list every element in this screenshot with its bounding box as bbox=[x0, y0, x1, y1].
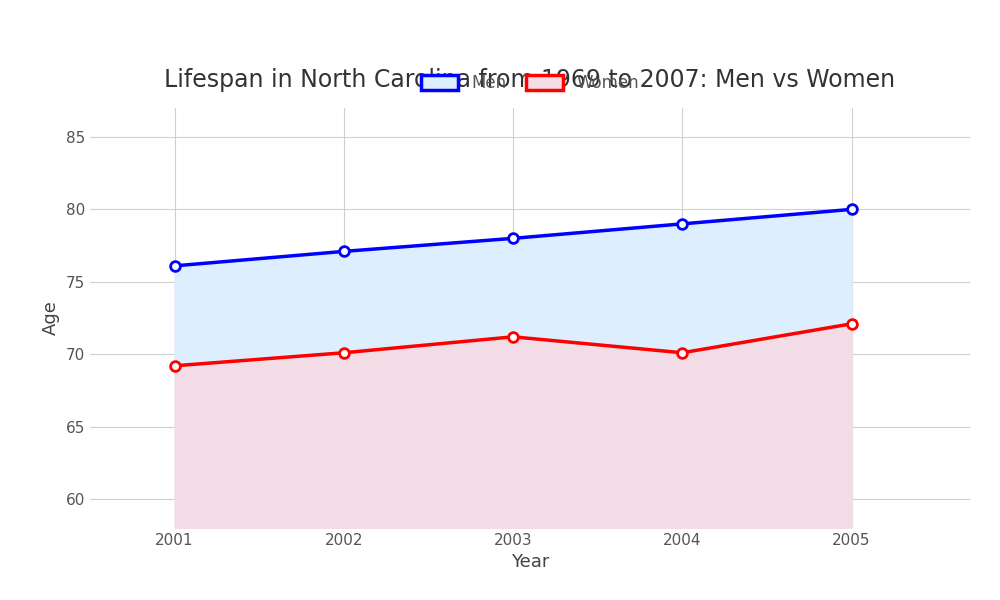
Y-axis label: Age: Age bbox=[42, 301, 60, 335]
X-axis label: Year: Year bbox=[511, 553, 549, 571]
Title: Lifespan in North Carolina from 1969 to 2007: Men vs Women: Lifespan in North Carolina from 1969 to … bbox=[164, 68, 896, 92]
Legend: Men, Women: Men, Women bbox=[413, 66, 647, 101]
